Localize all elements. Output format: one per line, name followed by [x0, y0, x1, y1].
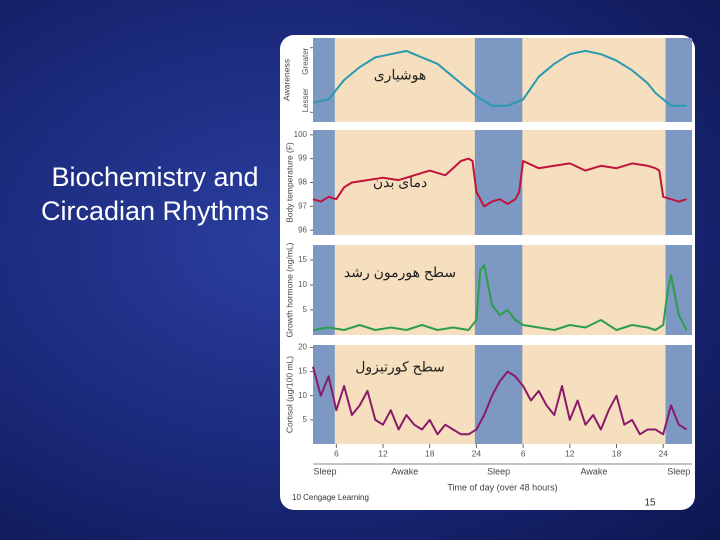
- y-tick-label: 15: [298, 367, 307, 376]
- y-tick-label: 97: [298, 201, 307, 210]
- page-number: 15: [644, 498, 656, 509]
- data-line: [312, 264, 688, 331]
- data-line: [312, 49, 687, 107]
- period-label: Sleep: [487, 466, 510, 476]
- x-tick-label: 12: [565, 448, 575, 458]
- y-axis-label: Cortisol (µg/100 mL): [284, 356, 294, 433]
- x-tick-label: 24: [658, 448, 668, 458]
- x-tick-label: 12: [378, 448, 388, 458]
- panel-annotation: سطح هورمون رشد: [344, 264, 456, 281]
- y-tick-label: Greater: [301, 47, 310, 74]
- period-label: Awake: [391, 466, 418, 476]
- y-tick-label: 99: [298, 154, 307, 163]
- x-tick-label: 18: [425, 448, 435, 458]
- period-label: Sleep: [313, 466, 336, 476]
- sleep-band: [665, 38, 692, 122]
- y-axis-label: Growth hormone (ng/mL): [284, 242, 294, 337]
- y-tick-label: 15: [298, 255, 307, 264]
- panel-annotation: دمای بدن: [373, 174, 427, 190]
- panel-annotation: سطح کورتیزول: [355, 358, 445, 375]
- x-tick-label: 6: [521, 448, 526, 458]
- x-tick-label: 6: [334, 448, 339, 458]
- period-label: Awake: [581, 466, 608, 476]
- slide-title: Biochemistry and Circadian Rhythms: [40, 162, 270, 226]
- y-tick-label: 96: [298, 225, 307, 234]
- y-tick-label: 10: [298, 391, 307, 400]
- data-line: [312, 157, 687, 208]
- y-tick-label: 100: [294, 130, 308, 139]
- sleep-band: [474, 130, 523, 235]
- y-tick-label: 10: [298, 280, 307, 289]
- y-tick-label: 5: [303, 305, 308, 314]
- sleep-band: [313, 130, 335, 235]
- sleep-band: [474, 345, 523, 444]
- data-line: [312, 366, 688, 436]
- credit: 10 Cengage Learning: [292, 493, 369, 502]
- x-tick-label: 24: [472, 448, 482, 458]
- sleep-band: [474, 245, 523, 335]
- sleep-band: [313, 345, 335, 444]
- sleep-band: [474, 38, 523, 122]
- y-tick-label: 5: [303, 415, 308, 424]
- y-axis-label: Awareness: [281, 59, 291, 101]
- sleep-band: [313, 245, 335, 335]
- y-tick-label: Lesser: [301, 88, 310, 112]
- sleep-band: [665, 130, 692, 235]
- sleep-band: [665, 245, 692, 335]
- y-tick-label: 20: [298, 343, 307, 352]
- sleep-band: [665, 345, 692, 444]
- panel-annotation: هوشیاری: [374, 67, 427, 84]
- period-label: Sleep: [667, 466, 690, 476]
- sleep-band: [313, 38, 335, 122]
- y-tick-label: 98: [298, 178, 307, 187]
- y-axis-label: Body temperature (F): [284, 142, 294, 223]
- x-tick-label: 18: [612, 448, 622, 458]
- x-axis-label: Time of day (over 48 hours): [447, 482, 557, 492]
